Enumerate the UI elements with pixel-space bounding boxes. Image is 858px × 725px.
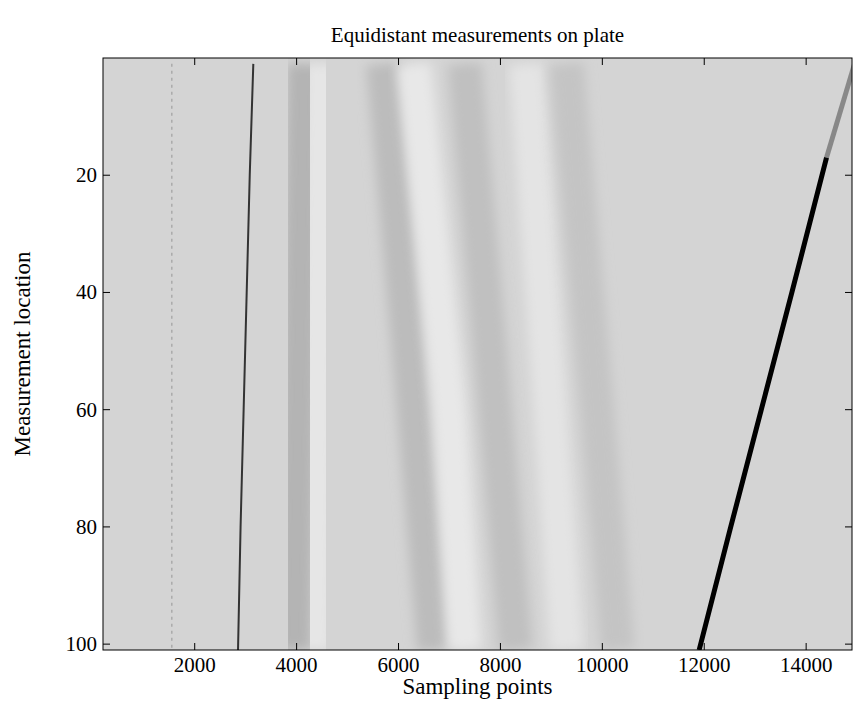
title: Equidistant measurements on plate	[331, 23, 624, 47]
y-tick-label: 60	[76, 398, 97, 422]
x-tick	[602, 58, 603, 65]
wavefront-band	[314, 64, 322, 650]
wavefront-thick	[699, 158, 826, 650]
y-tick-label: 20	[76, 163, 97, 187]
x-tick	[398, 58, 399, 65]
y-tick	[103, 526, 110, 527]
y-tick	[103, 644, 110, 645]
y-tick-label: 40	[76, 280, 97, 304]
data-group	[172, 64, 852, 650]
chart: 2000400060008000100001200014000204060801…	[0, 0, 858, 725]
x-tick	[806, 643, 807, 650]
x-tick	[398, 643, 399, 650]
y-tick	[845, 409, 852, 410]
x-tick	[500, 643, 501, 650]
wavefront-band	[567, 64, 618, 650]
x-tick	[296, 643, 297, 650]
plot-frame	[103, 58, 852, 650]
y-tick	[845, 175, 852, 176]
y-tick	[103, 409, 110, 410]
wavefront-solid	[238, 64, 253, 650]
x-tick-label: 4000	[276, 653, 318, 677]
wavefront-dotted	[171, 64, 173, 650]
x-axis-title: Sampling points	[402, 674, 552, 699]
y-tick-label: 100	[66, 632, 98, 656]
y-tick	[845, 644, 852, 645]
x-tick-label: 2000	[174, 653, 216, 677]
wavefront-band	[465, 64, 516, 650]
y-tick	[845, 526, 852, 527]
y-tick	[845, 292, 852, 293]
plot-background	[103, 58, 852, 650]
y-tick-label: 80	[76, 515, 97, 539]
x-tick-label: 14000	[780, 653, 833, 677]
wavefront-thick	[827, 64, 852, 158]
y-axis-title: Measurement location	[10, 251, 35, 457]
x-tick	[704, 58, 705, 65]
x-tick-label: 10000	[576, 653, 629, 677]
x-tick-label: 12000	[678, 653, 731, 677]
x-tick	[602, 643, 603, 650]
y-tick	[103, 292, 110, 293]
x-tick	[194, 643, 195, 650]
x-tick	[704, 643, 705, 650]
x-tick	[500, 58, 501, 65]
x-tick	[296, 58, 297, 65]
x-tick	[806, 58, 807, 65]
x-tick	[194, 58, 195, 65]
y-tick	[103, 175, 110, 176]
